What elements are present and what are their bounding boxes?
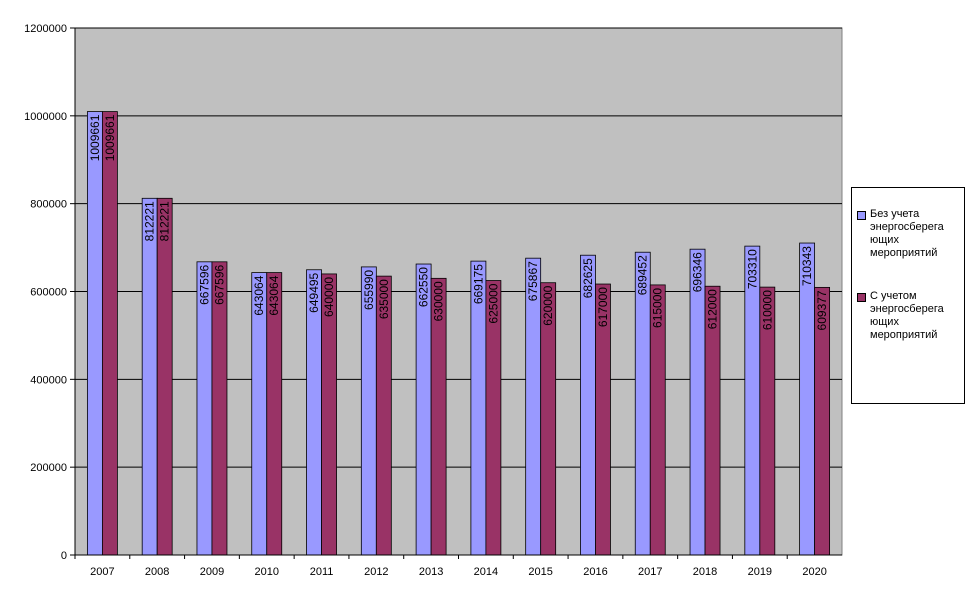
y-tick-labels: 0 200000 400000 600000 800000 1000000 1200000	[24, 23, 67, 562]
y-tick-label: 0	[61, 550, 67, 562]
data-label: 682625	[581, 258, 595, 298]
data-label: 812221	[158, 201, 172, 241]
bar-with-measures-2007	[101, 111, 118, 556]
x-tick-label: 2013	[419, 566, 443, 578]
data-label: 643064	[252, 275, 266, 315]
data-label: 615000	[651, 288, 665, 328]
legend-label-without-measures: Без учета энергосберега ющих мероприятий	[870, 208, 944, 259]
legend-item-without-measures: Без учета энергосберега ющих мероприятий	[857, 208, 960, 260]
bar-with-measures-2008	[156, 197, 173, 556]
data-label: 812221	[143, 201, 157, 241]
x-tick-label: 2019	[748, 566, 772, 578]
bar-labels: 1009661 1009661 812221 812221 667596 667596 64…	[88, 114, 829, 330]
legend-label-with-measures: С учетом энергосберега ющих мероприятий	[870, 290, 944, 341]
data-label: 662550	[417, 267, 431, 307]
y-tick-label: 600000	[30, 287, 67, 299]
x-tick-label: 2015	[528, 566, 552, 578]
legend-swatch-with-measures	[857, 293, 866, 302]
data-label: 620000	[541, 285, 555, 325]
data-label: 649495	[307, 272, 321, 312]
y-tick-label: 800000	[30, 199, 67, 211]
y-tick-label: 200000	[30, 462, 67, 474]
y-tick-label: 400000	[30, 374, 67, 386]
data-label: 617000	[596, 287, 610, 327]
data-label: 630000	[432, 281, 446, 321]
x-tick-label: 2016	[583, 566, 607, 578]
bar-without-measures-2008	[141, 197, 158, 556]
legend: Без учета энергосберега ющих мероприятий…	[851, 187, 965, 404]
data-label: 640000	[322, 277, 336, 317]
x-tick-label: 2007	[90, 566, 114, 578]
data-label: 1009661	[103, 114, 117, 161]
bar-without-measures-2014	[470, 260, 487, 556]
x-tick-label: 2008	[145, 566, 169, 578]
x-tick-label: 2009	[200, 566, 224, 578]
data-label: 689452	[636, 255, 650, 295]
legend-swatch-without-measures	[857, 211, 866, 220]
y-tick-label: 1000000	[24, 111, 67, 123]
bar-without-measures-2017	[634, 251, 651, 556]
bar-without-measures-2015	[525, 257, 542, 556]
x-tick-label: 2010	[255, 566, 279, 578]
x-tick-label: 2018	[693, 566, 717, 578]
bar-without-measures-2016	[580, 254, 596, 556]
data-label: 703310	[745, 249, 759, 289]
x-tick-label: 2012	[364, 566, 388, 578]
data-label: 669175	[471, 264, 485, 304]
axes	[70, 27, 842, 559]
data-label: 655990	[362, 270, 376, 310]
data-label: 667596	[212, 264, 226, 304]
data-label: 612000	[706, 289, 720, 329]
data-label: 643064	[267, 275, 281, 315]
bar-without-measures-2018	[689, 248, 706, 556]
bars	[86, 111, 831, 556]
data-label: 635000	[377, 279, 391, 319]
x-tick-label: 2017	[638, 566, 662, 578]
data-label: 1009661	[88, 114, 102, 161]
bar-without-measures-2019	[744, 245, 761, 556]
legend-item-with-measures: С учетом энергосберега ющих мероприятий	[857, 290, 960, 342]
data-label: 696346	[691, 252, 705, 292]
x-tick-label: 2020	[802, 566, 826, 578]
y-tick-label: 1200000	[24, 23, 67, 35]
data-label: 667596	[197, 264, 211, 304]
data-label: 710343	[800, 246, 814, 286]
x-tick-label: 2011	[310, 566, 334, 578]
data-label: 609377	[815, 290, 829, 330]
bar-without-measures-2007	[86, 111, 103, 556]
data-label: 675867	[526, 261, 540, 301]
data-label: 610000	[760, 290, 774, 330]
data-label: 625000	[486, 283, 500, 323]
x-tick-labels: 2007 2008 2009 2010 2011 2012 2013 2014 2015 2016…	[90, 566, 827, 578]
x-tick-label: 2014	[474, 566, 498, 578]
bar-without-measures-2020	[799, 242, 816, 556]
